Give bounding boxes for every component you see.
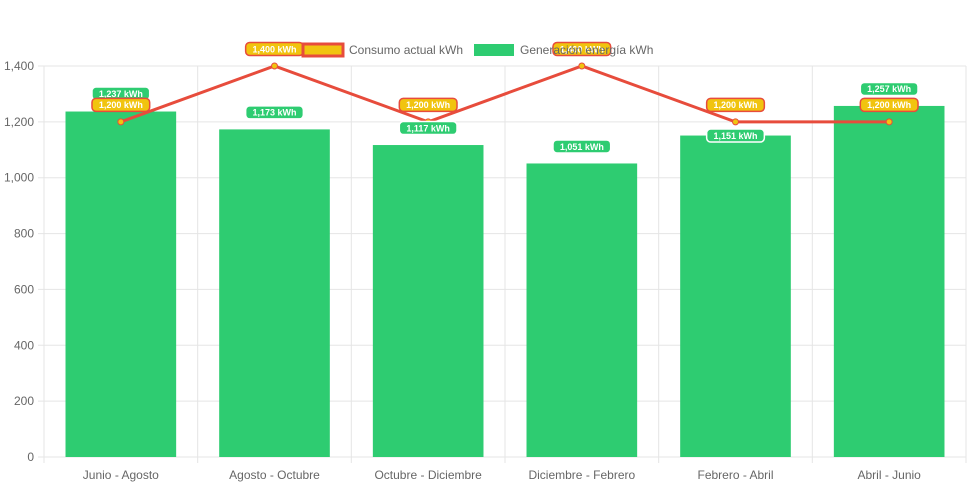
line-data-label: 1,400 kWh xyxy=(244,41,305,57)
bar-data-labels: 1,237 kWh 1,173 kWh 1,117 kWh 1,051 kWh 1,15… xyxy=(91,81,919,154)
line-data-label-text: 1,400 kWh xyxy=(560,44,604,54)
bar-data-label-text: 1,051 kWh xyxy=(560,142,604,152)
x-tick-label: Febrero - Abril xyxy=(697,468,773,482)
bar-data-label-background xyxy=(859,81,919,97)
legend-swatch-line xyxy=(301,42,345,58)
line-data-label: 1,200 kWh xyxy=(91,97,151,113)
line-point[interactable] xyxy=(117,118,125,126)
line-point[interactable] xyxy=(271,62,278,70)
line-data-labels: 1,200 kWh 1,400 kWh 1,200 kWh 1,400 kWh 1,20… xyxy=(91,41,919,113)
line-data-label-background xyxy=(398,97,458,113)
bar-data-label-text: 1,151 kWh xyxy=(713,131,757,141)
y-tick-label: 600 xyxy=(14,282,34,296)
bar[interactable] xyxy=(372,145,484,458)
bar-series xyxy=(65,105,945,458)
legend-label-line: Consumo actual kWh xyxy=(349,43,463,57)
x-tick-label: Junio - Agosto xyxy=(83,468,159,482)
bar[interactable] xyxy=(833,105,945,457)
bar-data-label: 1,173 kWh xyxy=(244,105,305,120)
line-data-label-text: 1,200 kWh xyxy=(867,100,911,110)
line-data-label: 1,200 kWh xyxy=(705,97,766,113)
y-tick-label: 1,000 xyxy=(4,171,34,185)
y-axis-ticks: 0 200 400 600 800 1,000 1,200 1,400 xyxy=(4,59,34,464)
line-data-label: 1,200 kWh xyxy=(859,97,919,113)
y-tick-label: 200 xyxy=(14,394,34,408)
bar[interactable] xyxy=(526,163,638,458)
bar-data-label: 1,051 kWh xyxy=(552,139,612,154)
grid-lines xyxy=(38,65,967,463)
x-tick-label: Octubre - Diciembre xyxy=(374,468,482,482)
bar[interactable] xyxy=(65,111,177,458)
line-series xyxy=(117,62,893,126)
line-data-label-background xyxy=(859,97,919,113)
bar-data-label-text: 1,237 kWh xyxy=(99,89,143,99)
x-tick-label: Abril - Junio xyxy=(857,468,921,482)
line-path xyxy=(120,64,890,124)
y-tick-label: 400 xyxy=(14,338,34,352)
bar-data-label-background xyxy=(705,128,766,143)
line-data-label: 1,200 kWh xyxy=(398,97,458,113)
y-tick-label: 1,200 xyxy=(4,115,34,129)
bar-data-label-background xyxy=(398,120,458,136)
legend-swatch-bar xyxy=(474,44,514,56)
line-data-label-text: 1,200 kWh xyxy=(406,100,450,110)
bar-data-label-text: 1,117 kWh xyxy=(406,123,450,133)
bar-data-label-text: 1,257 kWh xyxy=(867,84,911,94)
bar-data-label-text: 1,173 kWh xyxy=(252,108,296,118)
line-data-label-text: 1,200 kWh xyxy=(99,100,143,110)
legend-item-bar[interactable]: Generación energía kWh xyxy=(474,43,653,57)
x-tick-label: Agosto - Octubre xyxy=(229,468,320,482)
y-tick-label: 800 xyxy=(14,227,34,241)
line-data-label-text: 1,400 kWh xyxy=(252,44,296,54)
x-axis-ticks: Junio - Agosto Agosto - Octubre Octubre - … xyxy=(83,468,921,482)
line-data-label-text: 1,200 kWh xyxy=(713,100,757,110)
legend: Consumo actual kWh Generación energía kW… xyxy=(301,42,653,58)
bar[interactable] xyxy=(680,135,791,457)
bar-data-label: 1,151 kWh xyxy=(705,128,766,143)
line-data-label-background xyxy=(705,97,766,113)
line-point[interactable] xyxy=(578,62,586,70)
line-point[interactable] xyxy=(885,118,893,126)
line-data-label-background xyxy=(91,97,151,113)
line-data-label: 1,400 kWh xyxy=(552,41,612,57)
legend-item-line[interactable]: Consumo actual kWh xyxy=(301,42,463,58)
line-data-label-background xyxy=(552,41,612,57)
bar-data-label: 1,257 kWh xyxy=(859,81,919,97)
y-tick-label: 0 xyxy=(27,450,34,464)
bar-data-label-background xyxy=(244,105,305,120)
bar-data-label: 1,117 kWh xyxy=(398,120,458,136)
y-tick-label: 1,400 xyxy=(4,59,34,73)
bar-data-label-background xyxy=(552,139,612,154)
line-point[interactable] xyxy=(732,118,739,126)
legend-label-bar: Generación energía kWh xyxy=(520,43,653,57)
bar-data-label: 1,237 kWh xyxy=(91,86,151,101)
bar[interactable] xyxy=(219,129,330,457)
x-tick-label: Diciembre - Febrero xyxy=(528,468,635,482)
